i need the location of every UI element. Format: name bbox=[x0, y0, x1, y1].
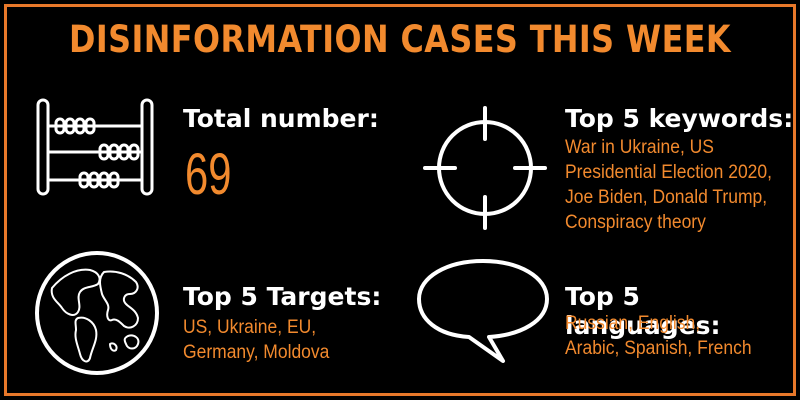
abacus-icon bbox=[36, 98, 156, 198]
keyword-line: Presidential Election 2020, bbox=[565, 162, 772, 183]
targets-heading: Top 5 Targets: bbox=[183, 282, 382, 311]
globe-icon bbox=[32, 248, 162, 378]
languages-list: Russian, English, Arabic, Spanish, Frenc… bbox=[565, 311, 786, 361]
infographic-frame bbox=[4, 4, 796, 396]
targets-list: US, Ukraine, EU, Germany, Moldova bbox=[183, 315, 404, 365]
total-value: 69 bbox=[185, 142, 232, 207]
target-line: Germany, Moldova bbox=[183, 342, 330, 363]
language-line: Russian, English, bbox=[565, 313, 701, 334]
language-line: Arabic, Spanish, French bbox=[565, 338, 752, 359]
languages-heading: Top 5 languages: bbox=[565, 282, 721, 340]
total-heading: Total number: bbox=[183, 104, 379, 133]
target-line: US, Ukraine, EU, bbox=[183, 317, 317, 338]
keywords-list: War in Ukraine, US Presidential Election… bbox=[565, 135, 786, 235]
crosshair-icon bbox=[419, 103, 551, 233]
keyword-line: Conspiracy theory bbox=[565, 212, 706, 233]
keyword-line: War in Ukraine, US bbox=[565, 137, 714, 158]
keywords-heading: Top 5 keywords: bbox=[565, 104, 794, 133]
speech-bubble-icon bbox=[413, 255, 553, 367]
keyword-line: Joe Biden, Donald Trump, bbox=[565, 187, 768, 208]
page-title: DISINFORMATION CASES THIS WEEK bbox=[69, 18, 731, 61]
